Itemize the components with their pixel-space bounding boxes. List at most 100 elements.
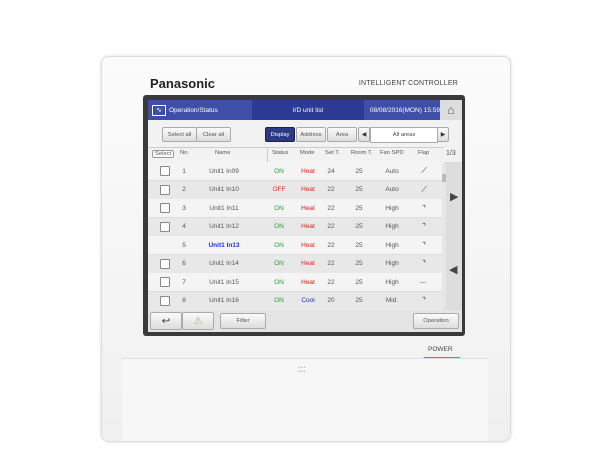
next-area-button[interactable]: ▶ [437,127,449,142]
scrollbar[interactable] [442,164,446,307]
cell-fan: High [385,223,399,230]
col-room-temp: Room T. [351,150,373,156]
cell-mode: Heat [301,278,315,286]
cell-mode: Heat [301,223,315,230]
cell-status: ON [274,297,284,304]
row-checkbox[interactable] [160,184,170,195]
cell-status: ON [274,241,284,249]
cell-set: 22 [327,260,335,267]
select-column-button[interactable]: Select [152,150,175,158]
col-mode: Mode [300,150,315,156]
cell-set: 22 [327,241,335,249]
cell-room: 25 [355,241,363,249]
col-fan-speed: Fan SPD [380,150,404,156]
row-checkbox[interactable] [160,166,170,176]
cell-fan: Auto [385,186,399,193]
col-status: Status [272,150,289,156]
cell-status: OFF [272,186,286,193]
cell-name: Unit1 In12 [209,223,239,230]
swing-icon: ⟋ [421,166,427,175]
cell-name: Unit1 In11 [209,204,239,212]
cell-no: 1 [182,167,186,175]
back-button[interactable]: ↩ [150,312,182,330]
model-label: INTELLIGENT CONTROLLER [358,80,458,87]
display-button[interactable]: Display [265,127,295,142]
clear-all-button[interactable]: Clear all [196,127,231,142]
cell-name: Unit1 In15 [209,278,239,286]
cell-set: 20 [327,297,335,304]
col-name: Name [215,150,231,156]
cell-name: Unit1 In10 [209,186,239,193]
cell-status: ON [274,204,284,212]
row-checkbox[interactable] [160,295,170,306]
flap-icon: ⌝ [422,222,426,231]
brand-logo: Panasonic [150,76,216,91]
section-tab[interactable]: ∿ Operation/Status [148,100,252,120]
bottom-bar: ↩ ⚠ Filter Operation [148,310,462,332]
power-label: POWER [428,346,453,353]
cell-fan: Auto [385,167,399,175]
datetime: 08/08/2016(MON) 15:59 [364,100,444,120]
home-button[interactable]: ⌂ [440,100,462,120]
cell-no: 6 [182,260,186,267]
table-row[interactable]: 8 Unit1 In16 ON Cool 20 25 Mid. ⌝ [148,291,444,311]
alarm-button[interactable]: ⚠ [182,312,214,330]
cell-fan: High [385,260,399,267]
cell-mode: Heat [301,241,315,249]
swing-icon: ⟋ [421,184,427,194]
cell-no: 5 [182,241,186,249]
page-title: I/D unit list [252,100,364,120]
flap-icon: ⌝ [422,240,426,250]
operation-button[interactable]: Operation [413,313,459,329]
table-row[interactable]: 1 Unit1 In09 ON Heat 24 25 Auto ⟋ [148,162,444,181]
row-checkbox[interactable] [160,221,170,232]
row-checkbox[interactable] [160,258,170,269]
cell-fan: High [385,278,399,286]
col-flap: Flap [418,150,430,156]
table-row[interactable]: 5 Unit1 In13 ON Heat 22 25 High ⌝ [148,236,444,255]
back-icon: ↩ [161,315,171,327]
cell-room: 25 [355,260,363,267]
monitor-icon: ∿ [152,104,166,116]
col-no: No. [180,150,190,156]
cell-status: ON [274,260,284,267]
cell-status: ON [274,223,284,230]
cell-set: 24 [327,167,335,175]
cell-status: ON [274,278,284,286]
address-button[interactable]: Address [296,127,326,142]
cell-no: 7 [182,278,186,286]
page-indicator: 1/3 [446,150,456,157]
prev-page-icon[interactable]: ◀ [449,264,458,276]
filter-button[interactable]: Filter [220,313,266,329]
cell-mode: Heat [301,260,315,267]
cell-room: 25 [355,204,363,212]
cell-no: 8 [182,297,186,304]
home-icon: ⌂ [447,103,455,117]
table-row[interactable]: 6 Unit1 In14 ON Heat 22 25 High ⌝ [148,254,444,274]
select-all-button[interactable]: Select all [162,127,197,142]
row-checkbox[interactable] [160,203,170,213]
prev-area-button[interactable]: ◀ [358,127,370,142]
triangle-right-icon: ▶ [440,131,446,138]
cell-set: 22 [327,204,335,212]
cell-fan: High [385,204,399,212]
cell-name: Unit1 In14 [209,260,239,267]
cell-set: 22 [327,186,335,193]
table-row[interactable]: 3 Unit1 In11 ON Heat 22 25 High ⌝ [148,199,444,218]
cell-mode: Heat [301,204,315,212]
area-button[interactable]: Area [327,127,357,142]
table-row[interactable]: 2 Unit1 In10 OFF Heat 22 25 Auto ⟋ [148,180,444,200]
cell-no: 3 [182,204,186,212]
cell-no: 2 [182,186,186,193]
table-row[interactable]: 7 Unit1 In15 ON Heat 22 25 High --- [148,273,444,292]
cell-room: 25 [355,223,363,230]
cell-mode: Heat [301,186,315,193]
cell-name: Unit1 In09 [209,167,239,175]
scrollbar-thumb[interactable] [442,174,446,182]
section-label: Operation/Status [169,106,218,114]
next-page-icon[interactable]: ▶ [450,191,459,203]
row-checkbox[interactable] [160,277,170,287]
cell-name: Unit1 In13 [208,241,240,249]
table-row[interactable]: 4 Unit1 In12 ON Heat 22 25 High ⌝ [148,217,444,237]
page-scroll-area [444,162,462,310]
